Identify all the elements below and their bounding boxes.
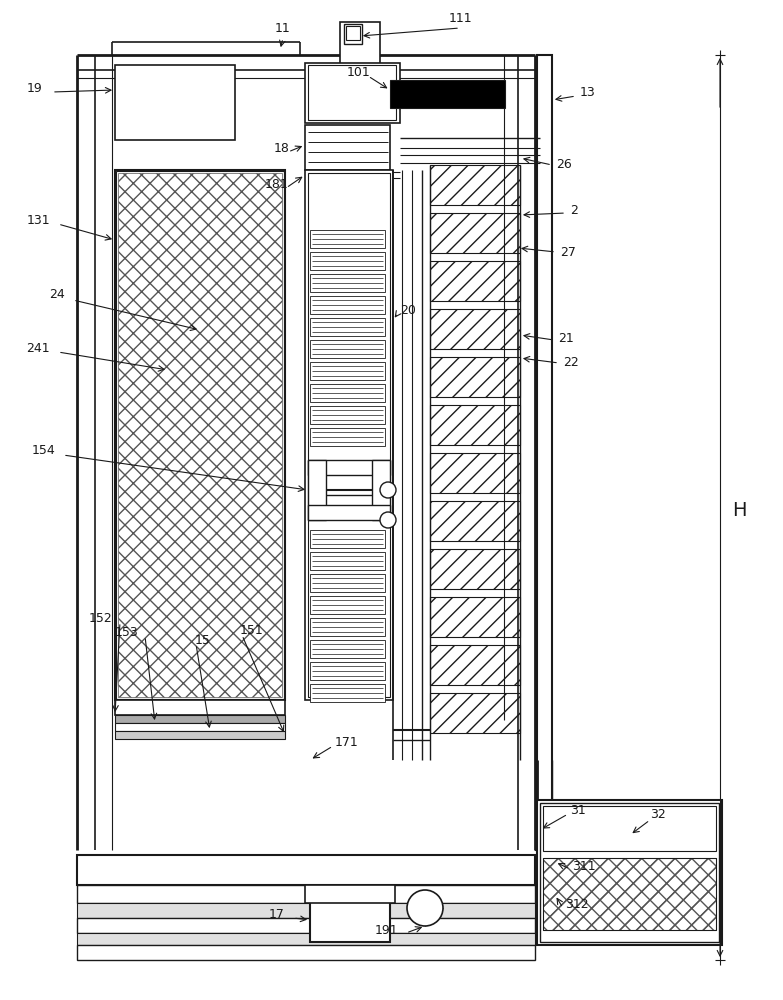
Text: 27: 27 xyxy=(560,245,576,258)
Bar xyxy=(430,501,520,541)
Bar xyxy=(310,340,385,358)
Bar xyxy=(310,362,385,380)
Bar xyxy=(540,803,719,942)
Bar xyxy=(116,171,284,699)
Bar xyxy=(115,731,285,739)
Bar xyxy=(537,800,722,945)
Bar xyxy=(543,858,716,930)
Bar xyxy=(310,684,385,702)
Bar xyxy=(310,428,385,446)
Bar xyxy=(305,125,390,170)
Text: 101: 101 xyxy=(346,66,370,79)
Bar xyxy=(543,858,716,930)
Bar xyxy=(310,274,385,292)
Bar xyxy=(430,597,520,637)
Bar xyxy=(430,405,520,445)
Bar xyxy=(310,640,385,658)
Text: 20: 20 xyxy=(400,304,416,316)
Text: 24: 24 xyxy=(49,288,65,302)
Circle shape xyxy=(407,890,443,926)
Bar xyxy=(115,65,235,140)
Bar xyxy=(310,552,385,570)
Bar xyxy=(118,173,282,697)
Text: 18: 18 xyxy=(274,141,290,154)
Bar xyxy=(308,505,390,520)
Bar xyxy=(310,384,385,402)
Bar xyxy=(115,715,285,723)
Bar xyxy=(430,309,520,349)
Bar xyxy=(308,460,326,520)
Bar xyxy=(346,26,360,40)
Text: 111: 111 xyxy=(448,11,472,24)
Bar xyxy=(430,213,520,253)
Bar xyxy=(310,296,385,314)
Bar xyxy=(543,858,716,930)
Bar xyxy=(77,945,535,960)
Bar xyxy=(77,933,535,945)
Bar xyxy=(77,855,535,885)
Bar xyxy=(115,723,285,731)
Bar xyxy=(308,460,390,475)
Bar xyxy=(115,700,285,715)
Bar xyxy=(430,261,520,301)
Text: 11: 11 xyxy=(275,21,290,34)
Text: 131: 131 xyxy=(27,214,50,227)
Bar xyxy=(310,900,390,942)
Text: 153: 153 xyxy=(114,626,138,639)
Bar xyxy=(77,918,535,933)
Text: 22: 22 xyxy=(563,356,579,368)
Text: 21: 21 xyxy=(558,332,574,344)
Text: 152: 152 xyxy=(88,611,112,624)
Text: 13: 13 xyxy=(580,86,596,99)
Text: 241: 241 xyxy=(27,342,50,355)
Bar xyxy=(310,574,385,592)
Bar xyxy=(310,596,385,614)
Circle shape xyxy=(380,482,396,498)
Bar xyxy=(310,662,385,680)
Bar xyxy=(340,22,380,78)
Bar xyxy=(310,406,385,424)
Bar xyxy=(390,80,505,108)
Circle shape xyxy=(380,512,396,528)
Text: 19: 19 xyxy=(27,82,42,95)
Text: 31: 31 xyxy=(570,804,586,816)
Bar xyxy=(310,318,385,336)
Bar xyxy=(310,230,385,248)
Bar xyxy=(430,645,520,685)
Text: H: H xyxy=(732,500,746,520)
Bar xyxy=(543,806,716,851)
Bar xyxy=(308,173,390,697)
Text: 311: 311 xyxy=(572,859,596,872)
Text: 191: 191 xyxy=(374,924,398,936)
Bar xyxy=(430,357,520,397)
Text: 2: 2 xyxy=(570,204,578,217)
Bar xyxy=(372,460,390,520)
Text: 15: 15 xyxy=(195,634,211,647)
Text: 154: 154 xyxy=(31,444,55,456)
Text: 32: 32 xyxy=(650,808,666,822)
Bar xyxy=(310,618,385,636)
Text: 151: 151 xyxy=(240,624,264,637)
Bar xyxy=(305,885,395,903)
Bar xyxy=(430,453,520,493)
Bar xyxy=(305,170,393,700)
Bar xyxy=(77,903,535,918)
Bar xyxy=(537,55,552,850)
Text: 181: 181 xyxy=(264,178,288,192)
Text: 312: 312 xyxy=(565,898,589,912)
Text: 17: 17 xyxy=(269,908,285,922)
Bar xyxy=(77,885,535,903)
Bar xyxy=(305,63,400,123)
Bar xyxy=(430,693,520,733)
Bar xyxy=(430,165,520,205)
Bar xyxy=(344,24,362,44)
Bar xyxy=(310,530,385,548)
Text: 26: 26 xyxy=(556,158,572,172)
Bar xyxy=(430,549,520,589)
Bar xyxy=(115,170,285,700)
Text: 171: 171 xyxy=(335,736,359,748)
Bar xyxy=(310,252,385,270)
Bar xyxy=(308,65,396,120)
